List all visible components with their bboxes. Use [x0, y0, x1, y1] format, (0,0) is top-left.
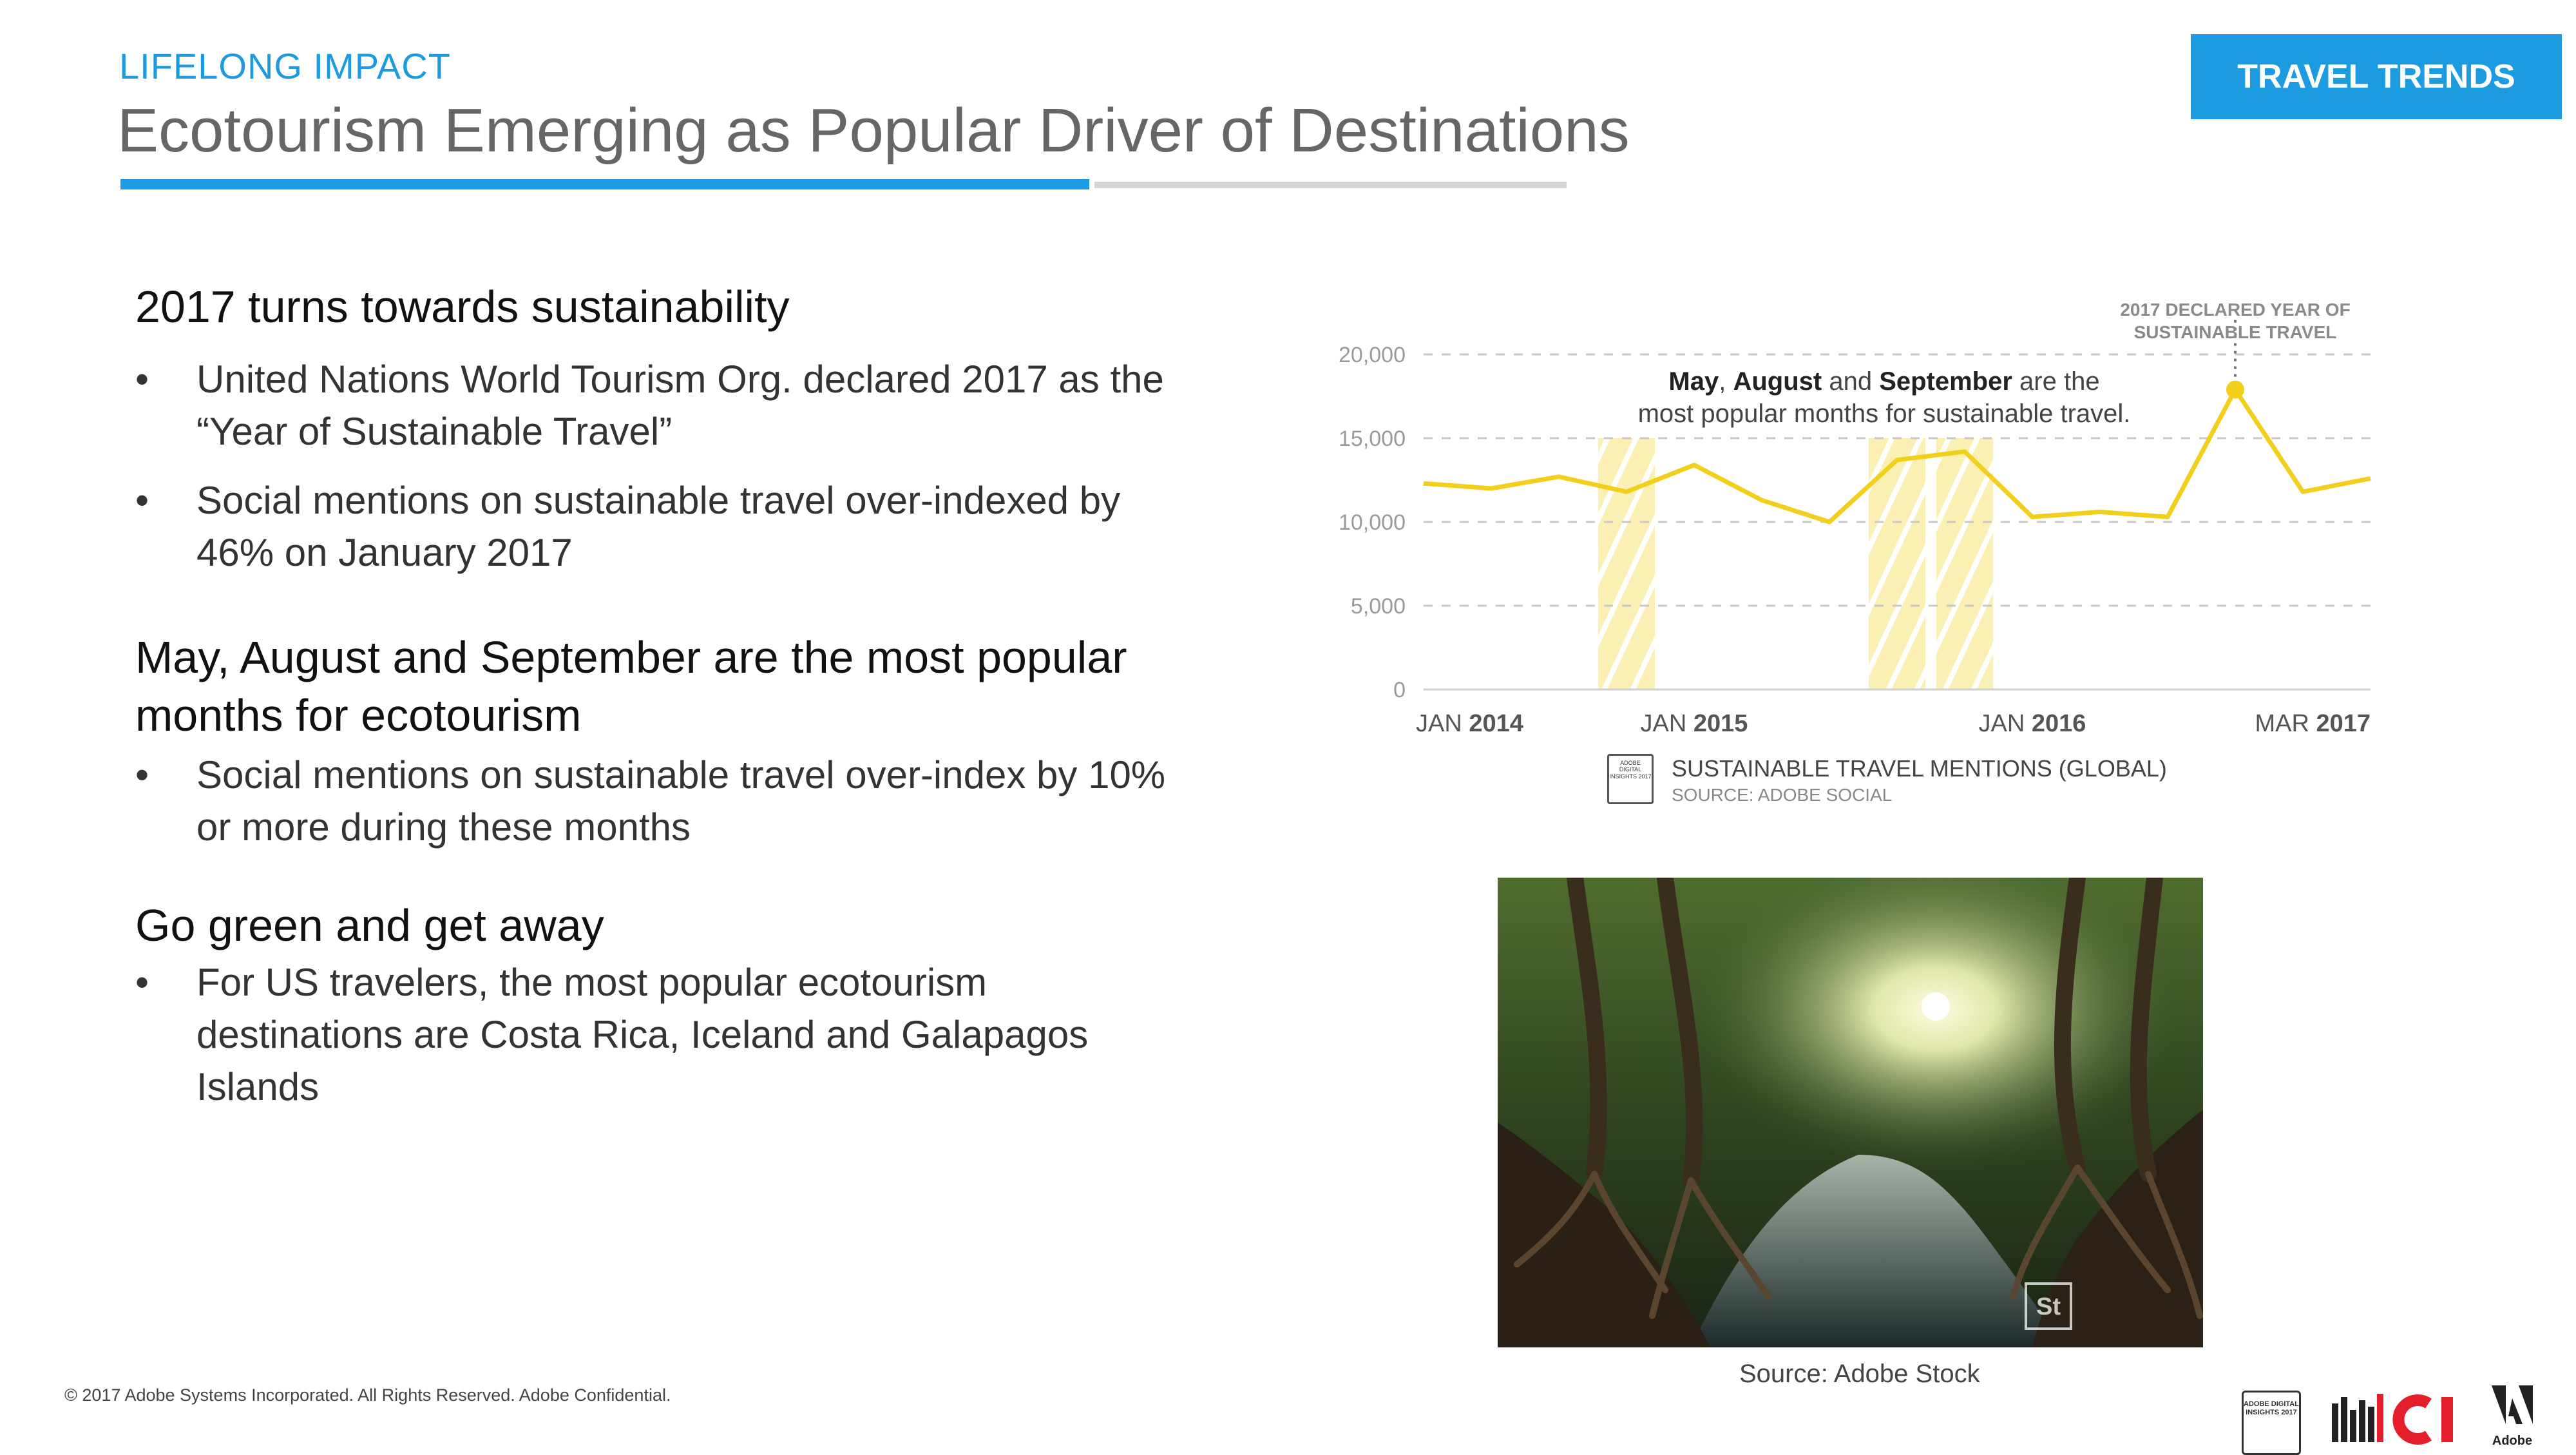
- series-line: [1423, 387, 2371, 525]
- bullet-item: • Social mentions on sustainable travel …: [135, 474, 1198, 579]
- adobe-digital-insights-logo: ADOBE DIGITAL INSIGHTS 2017: [2242, 1391, 2301, 1455]
- months-annotation-line: most popular months for sustainable trav…: [1638, 400, 2131, 428]
- x-tick-prefix: JAN: [1979, 710, 2032, 737]
- y-tick-label: 20,000: [1339, 343, 1406, 367]
- page-title: Ecotourism Emerging as Popular Driver of…: [117, 96, 1630, 165]
- peak-annotation-line: SUSTAINABLE TRAVEL: [2134, 322, 2337, 342]
- bullet-text: Social mentions on sustainable travel ov…: [196, 753, 1166, 849]
- bullet-item: • United Nations World Tourism Org. decl…: [135, 353, 1198, 458]
- months-annotation-part: September: [1879, 367, 2012, 396]
- x-tick-prefix: JAN: [1641, 710, 1693, 737]
- section-heading-popular-months: May, August and September are the most p…: [135, 632, 1127, 740]
- months-annotation-part: are the: [2012, 367, 2100, 396]
- adi-legend-icon: ADOBE DIGITAL INSIGHTS 2017: [1607, 754, 1654, 804]
- adobe-stock-watermark: [2025, 1282, 2072, 1330]
- copyright-notice: © 2017 Adobe Systems Incorporated. All R…: [64, 1385, 671, 1405]
- y-tick-label: 5,000: [1351, 594, 1406, 619]
- x-tick-label: MAR 2017: [2255, 710, 2371, 737]
- months-annotation-part: and: [1822, 367, 1879, 396]
- title-rule-track: [1094, 182, 1567, 188]
- y-tick-label: 15,000: [1339, 427, 1406, 451]
- x-tick-prefix: MAR: [2255, 710, 2316, 737]
- bullet-marker: •: [135, 479, 149, 522]
- highlight-band: [1598, 438, 1655, 689]
- months-annotation-part: May: [1668, 367, 1719, 396]
- months-annotation-line: May, August and September are the: [1668, 367, 2099, 396]
- section-heading-sustainability: 2017 turns towards sustainability: [135, 282, 790, 332]
- y-tick-label: 10,000: [1339, 510, 1406, 535]
- bullet-marker: •: [135, 961, 149, 1004]
- adobe-logo-text: Adobe: [2492, 1434, 2532, 1448]
- bullet-text: United Nations World Tourism Org. declar…: [196, 358, 1164, 453]
- x-tick-prefix: JAN: [1416, 710, 1469, 737]
- x-tick-year: 2017: [2316, 710, 2371, 737]
- travel-trends-badge: TRAVEL TRENDS: [2191, 34, 2562, 119]
- bullet-marker: •: [135, 358, 149, 401]
- chart-legend-source: SOURCE: ADOBE SOCIAL: [1672, 785, 1893, 805]
- adobe-logo: Adobe: [2492, 1385, 2533, 1448]
- section-heading-go-green: Go green and get away: [135, 900, 604, 950]
- bullet-marker: •: [135, 753, 149, 796]
- peak-point: [2226, 380, 2244, 399]
- highlight-band: [1936, 438, 1994, 689]
- bullet-item: • Social mentions on sustainable travel …: [135, 749, 1198, 853]
- title-rule-progress: [120, 179, 1089, 189]
- x-tick-label: JAN 2015: [1641, 710, 1748, 737]
- chart-legend-title: SUSTAINABLE TRAVEL MENTIONS (GLOBAL): [1672, 755, 2167, 782]
- adobe-stock-watermark-text: St: [2036, 1293, 2061, 1320]
- section-kicker: LIFELONG IMPACT: [119, 46, 451, 86]
- photo-caption: Source: Adobe Stock: [1739, 1360, 1980, 1388]
- bullet-text: Social mentions on sustainable travel ov…: [196, 479, 1121, 574]
- peak-annotation-line: 2017 DECLARED YEAR OF: [2120, 300, 2350, 320]
- x-tick-year: 2015: [1693, 710, 1748, 737]
- y-tick-label: 0: [1393, 678, 1406, 702]
- x-tick-label: JAN 2014: [1416, 710, 1523, 737]
- months-annotation-part: August: [1733, 367, 1822, 396]
- mangrove-forest-photo: St: [1498, 878, 2203, 1347]
- mci-logo: [2332, 1394, 2453, 1445]
- months-annotation-part: ,: [1719, 367, 1733, 396]
- bullet-text: For US travelers, the most popular ecoto…: [196, 961, 1089, 1108]
- x-tick-label: JAN 2016: [1979, 710, 2086, 737]
- bullet-item: • For US travelers, the most popular eco…: [135, 956, 1198, 1113]
- x-tick-year: 2016: [2032, 710, 2086, 737]
- x-tick-year: 2014: [1469, 710, 1523, 737]
